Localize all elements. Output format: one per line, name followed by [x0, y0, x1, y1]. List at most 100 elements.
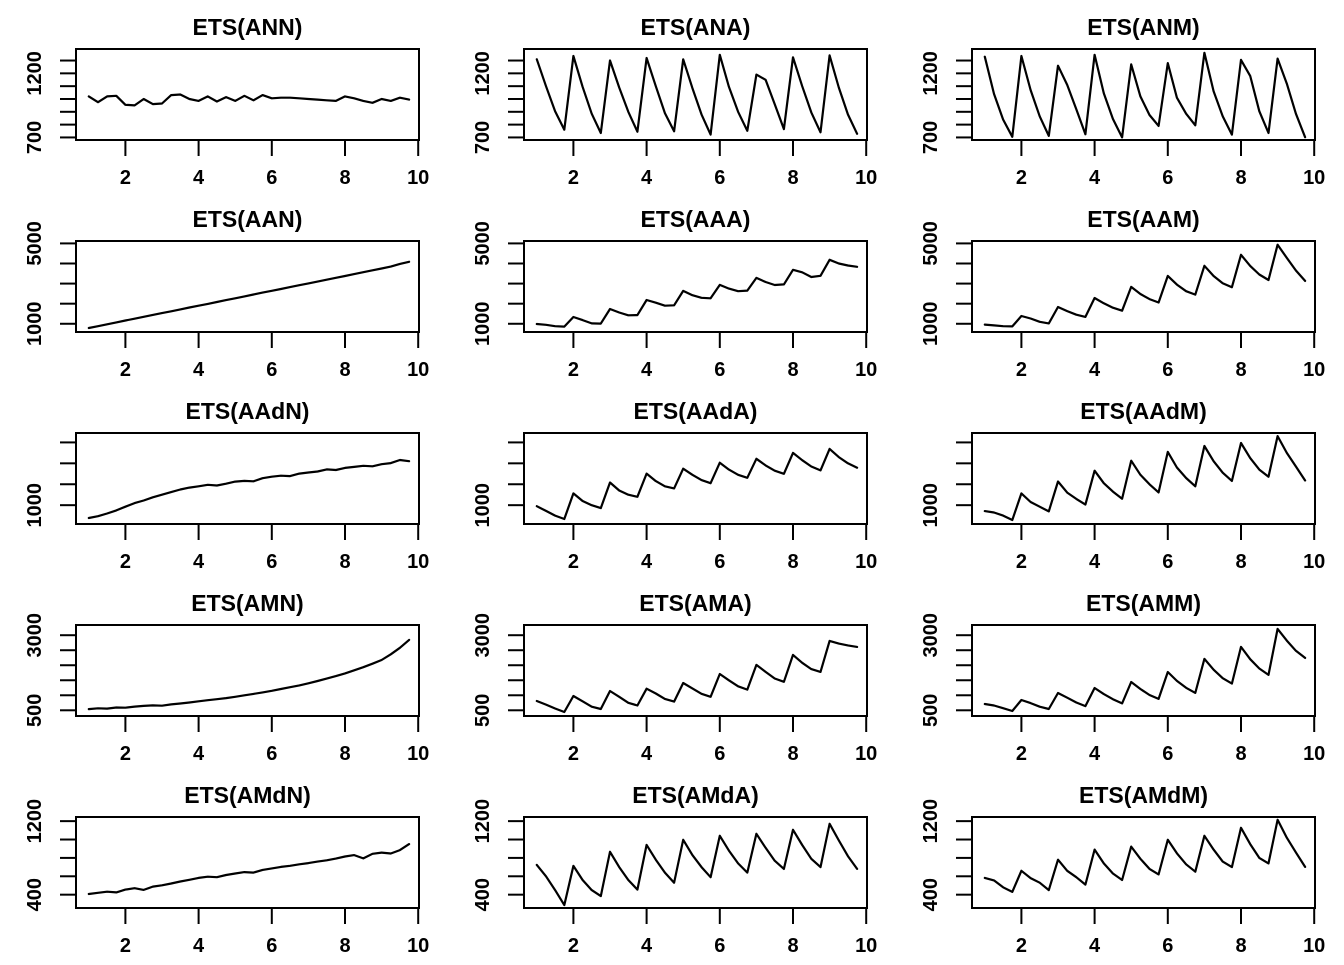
series-line	[983, 51, 1307, 139]
x-axis-tick-label: 6	[1162, 167, 1173, 189]
x-axis-tick-label: 10	[1303, 167, 1325, 189]
panel-title: ETS(AMdN)	[184, 782, 310, 808]
y-axis-tick-label: 500	[24, 694, 46, 727]
panel-ETS(AAN): ETS(AAN) 2 4 6 8 10 1000 5000	[0, 192, 448, 384]
x-axis-tick-label: 8	[339, 743, 350, 765]
x-axis-tick-label: 10	[855, 359, 877, 381]
x-axis-tick-label: 6	[1162, 359, 1173, 381]
line-chart: ETS(AMN) 2 4 6 8 10 500 3000	[24, 590, 429, 765]
y-axis-tick-label: 3000	[920, 613, 942, 658]
panel-title: ETS(AMdM)	[1079, 782, 1208, 808]
x-axis-tick-label: 6	[266, 167, 277, 189]
series-line	[87, 842, 411, 896]
y-axis-tick-label: 700	[24, 121, 46, 154]
plot-box	[75, 624, 420, 717]
series-line	[87, 638, 411, 711]
plot-box	[971, 432, 1316, 525]
x-axis-tick-label: 8	[787, 359, 798, 381]
x-axis-tick-label: 2	[1016, 935, 1027, 957]
line-chart: ETS(AAdM) 2 4 6 8 10 1000	[920, 398, 1325, 573]
panel-title: ETS(AMdA)	[632, 782, 758, 808]
panel-ETS(AMN): ETS(AMN) 2 4 6 8 10 500 3000	[0, 576, 448, 768]
y-axis-tick-label: 1200	[472, 799, 494, 844]
panel-title: ETS(AAM)	[1087, 206, 1199, 232]
panel-title: ETS(AMM)	[1086, 590, 1201, 616]
series-line	[983, 818, 1307, 894]
x-axis-tick-label: 4	[193, 167, 205, 189]
panel-ETS(AAdN): ETS(AAdN) 2 4 6 8 10 1000	[0, 384, 448, 576]
line-chart: ETS(ANM) 2 4 6 8 10 700 1200	[920, 14, 1325, 189]
x-axis-tick-label: 8	[787, 551, 798, 573]
panel-title: ETS(AMA)	[639, 590, 751, 616]
x-axis-tick-label: 2	[568, 167, 579, 189]
line-chart: ETS(AMdA) 2 4 6 8 10 400 1200	[472, 782, 877, 957]
y-axis-tick-label: 700	[920, 121, 942, 154]
y-axis-tick-label: 1200	[920, 51, 942, 96]
panel-title: ETS(AAdA)	[634, 398, 758, 424]
plot-box	[971, 624, 1316, 717]
x-axis-tick-label: 2	[1016, 167, 1027, 189]
x-axis-tick-label: 4	[641, 743, 653, 765]
x-axis-tick-label: 2	[120, 551, 131, 573]
x-axis-tick-label: 10	[1303, 551, 1325, 573]
x-axis-tick-label: 4	[193, 359, 205, 381]
panel-title: ETS(AMN)	[191, 590, 303, 616]
x-axis-tick-label: 6	[714, 167, 725, 189]
y-axis-tick-label: 1200	[24, 51, 46, 96]
x-axis-tick-label: 2	[1016, 359, 1027, 381]
x-axis-tick-label: 2	[568, 359, 579, 381]
y-axis-tick-label: 1000	[472, 302, 494, 347]
series-line	[535, 447, 859, 521]
x-axis-tick-label: 4	[1089, 743, 1101, 765]
y-axis-tick-label: 3000	[24, 613, 46, 658]
panel-ETS(AMA): ETS(AMA) 2 4 6 8 10 500 3000	[448, 576, 896, 768]
series-line	[535, 822, 859, 907]
x-axis-tick-label: 10	[855, 935, 877, 957]
x-axis-tick-label: 4	[193, 935, 205, 957]
x-axis-tick-label: 4	[641, 167, 653, 189]
series-line	[535, 258, 859, 328]
line-chart: ETS(ANA) 2 4 6 8 10 700 1200	[472, 14, 877, 189]
series-line	[87, 93, 411, 107]
x-axis-tick-label: 10	[407, 167, 429, 189]
x-axis-tick-label: 8	[787, 935, 798, 957]
y-axis-tick-label: 500	[920, 694, 942, 727]
x-axis-tick-label: 6	[266, 743, 277, 765]
panel-title: ETS(ANN)	[193, 14, 303, 40]
y-axis-tick-label: 1000	[24, 302, 46, 347]
y-axis-tick-label: 1200	[24, 799, 46, 844]
x-axis-tick-label: 6	[714, 359, 725, 381]
x-axis-tick-label: 10	[407, 935, 429, 957]
x-axis-tick-label: 6	[714, 551, 725, 573]
line-chart: ETS(AMM) 2 4 6 8 10 500 3000	[920, 590, 1325, 765]
panel-ETS(ANN): ETS(ANN) 2 4 6 8 10 700 1200	[0, 0, 448, 192]
panel-ETS(AAdM): ETS(AAdM) 2 4 6 8 10 1000	[896, 384, 1344, 576]
y-axis-tick-label: 1000	[920, 302, 942, 347]
x-axis-tick-label: 6	[1162, 743, 1173, 765]
x-axis-tick-label: 8	[1235, 359, 1246, 381]
panel-ETS(ANA): ETS(ANA) 2 4 6 8 10 700 1200	[448, 0, 896, 192]
x-axis-tick-label: 4	[1089, 359, 1101, 381]
x-axis-tick-label: 10	[855, 743, 877, 765]
x-axis-tick-label: 4	[1089, 935, 1101, 957]
y-axis-tick-label: 700	[472, 121, 494, 154]
x-axis-tick-label: 8	[1235, 743, 1246, 765]
x-axis-tick-label: 10	[1303, 935, 1325, 957]
plot-box	[971, 48, 1316, 141]
x-axis-tick-label: 10	[855, 167, 877, 189]
plot-box	[75, 432, 420, 525]
x-axis-tick-label: 4	[193, 551, 205, 573]
line-chart: ETS(AMdM) 2 4 6 8 10 400 1200	[920, 782, 1325, 957]
x-axis-tick-label: 8	[1235, 935, 1246, 957]
x-axis-tick-label: 8	[339, 167, 350, 189]
x-axis-tick-label: 6	[714, 935, 725, 957]
plot-box	[523, 240, 868, 333]
panel-title: ETS(AAdM)	[1080, 398, 1206, 424]
series-line	[535, 53, 859, 136]
panel-ETS(AAA): ETS(AAA) 2 4 6 8 10 1000 5000	[448, 192, 896, 384]
line-chart: ETS(ANN) 2 4 6 8 10 700 1200	[24, 14, 429, 189]
line-chart: ETS(AAN) 2 4 6 8 10 1000 5000	[24, 206, 429, 381]
x-axis-tick-label: 2	[568, 551, 579, 573]
x-axis-tick-label: 6	[266, 935, 277, 957]
panel-ETS(AAM): ETS(AAM) 2 4 6 8 10 1000 5000	[896, 192, 1344, 384]
